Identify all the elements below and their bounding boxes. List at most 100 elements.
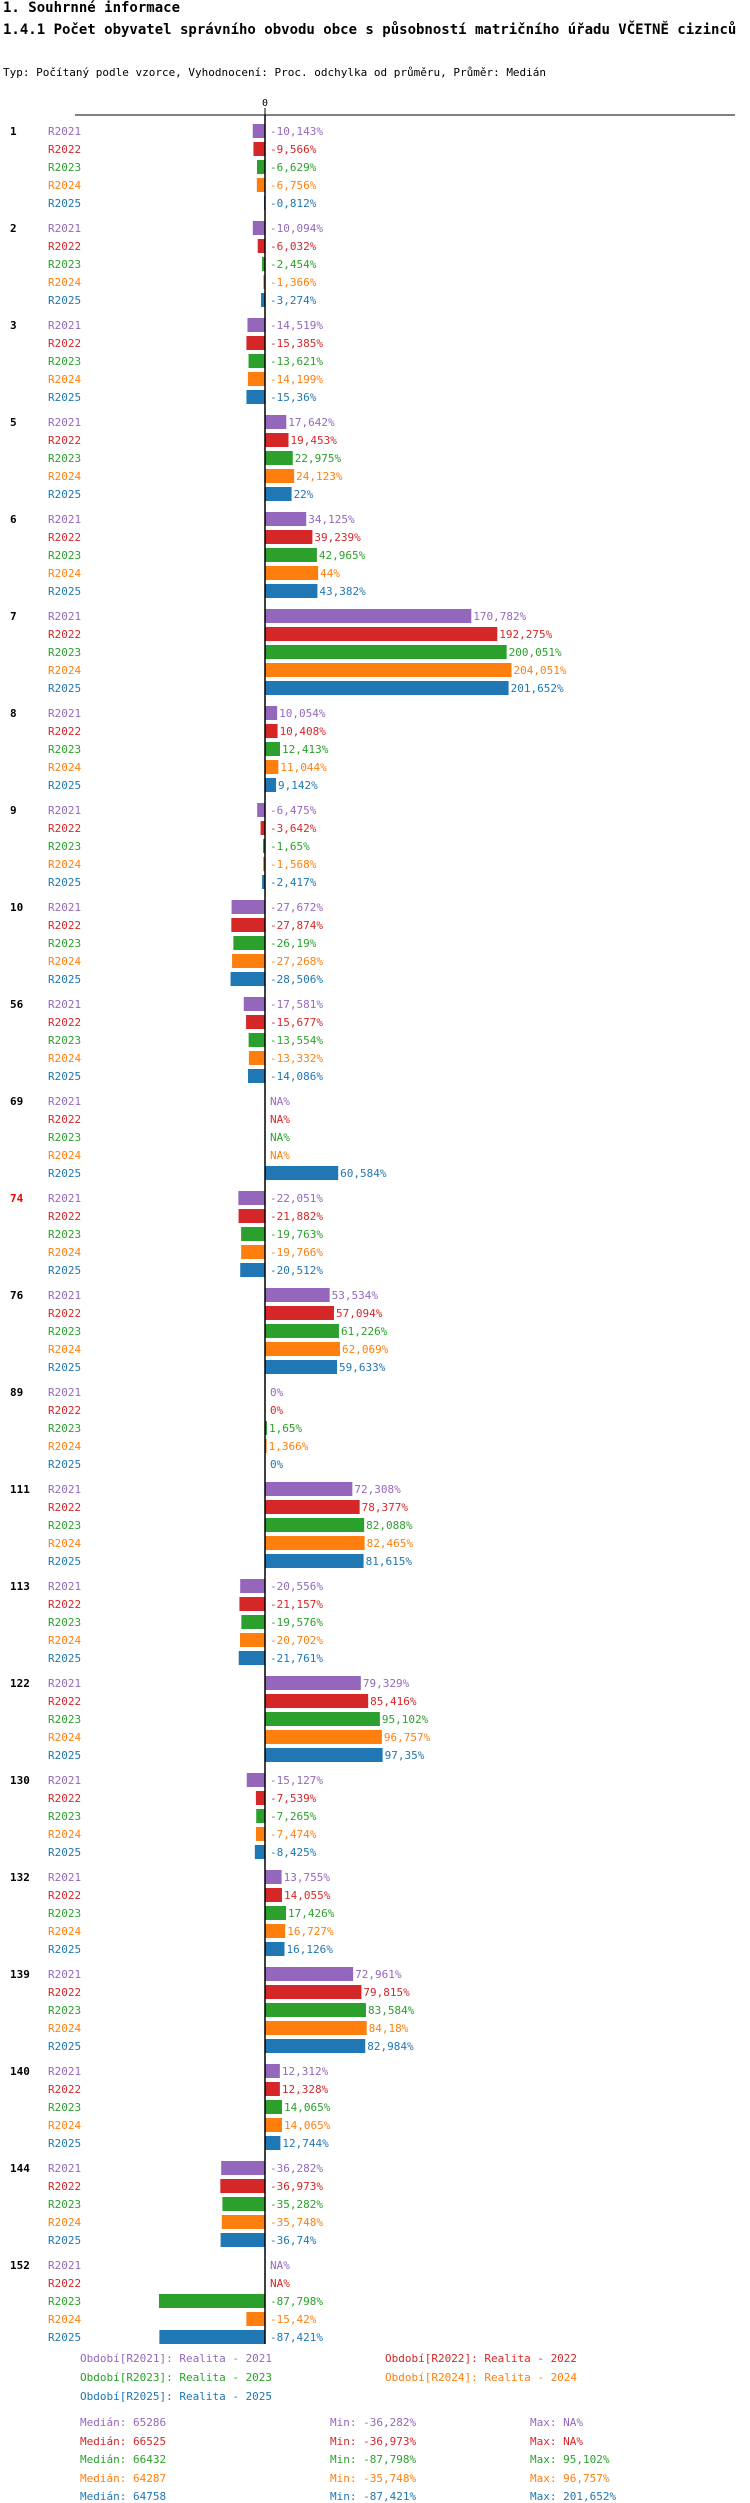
series-label: R2023 (48, 840, 81, 853)
series-label: R2023 (48, 549, 81, 562)
category-label: 1 (10, 125, 17, 138)
series-label: R2024 (48, 1537, 81, 1550)
data-label: 82,088% (366, 1519, 413, 1532)
bar (262, 257, 265, 271)
series-label: R2021 (48, 804, 81, 817)
series-label: R2022 (48, 1016, 81, 1029)
data-label: 96,757% (384, 1731, 431, 1744)
series-label: R2025 (48, 779, 81, 792)
bar (221, 2215, 265, 2229)
data-label: -27,672% (270, 901, 323, 914)
series-label: R2023 (48, 1810, 81, 1823)
series-label: R2023 (48, 452, 81, 465)
data-label: -35,282% (270, 2198, 323, 2211)
bar (248, 1051, 265, 1065)
series-label: R2025 (48, 1652, 81, 1665)
data-label: 200,051% (509, 646, 562, 659)
bar (265, 2003, 366, 2017)
bar (265, 1536, 365, 1550)
series-label: R2021 (48, 513, 81, 526)
series-label: R2024 (48, 1440, 81, 1453)
data-label: 60,584% (340, 1167, 387, 1180)
data-label: 79,329% (363, 1677, 410, 1690)
bar (265, 2064, 280, 2078)
legend-period: Období[R2024]: Realita - 2024 (385, 2371, 578, 2384)
bar (265, 778, 277, 792)
series-label: R2024 (48, 276, 81, 289)
series-label: R2023 (48, 743, 81, 756)
legend-max: Max: NA% (530, 2416, 583, 2429)
bar (248, 1033, 265, 1047)
series-label: R2022 (48, 1986, 81, 1999)
bar (246, 1773, 265, 1787)
data-label: -36,973% (270, 2180, 323, 2193)
data-label: 81,615% (366, 1555, 413, 1568)
data-label: 0% (270, 1458, 284, 1471)
bar (265, 760, 279, 774)
series-label: R2024 (48, 1343, 81, 1356)
series-label: R2022 (48, 1501, 81, 1514)
data-label: -19,766% (270, 1246, 323, 1259)
series-label: R2025 (48, 1458, 81, 1471)
data-label: -21,157% (270, 1598, 323, 1611)
category-label: 9 (10, 804, 17, 817)
series-label: R2025 (48, 391, 81, 404)
series-label: R2025 (48, 1167, 81, 1180)
bar (265, 1888, 282, 1902)
data-label: -19,763% (270, 1228, 323, 1241)
bar (265, 451, 293, 465)
data-label: -27,268% (270, 955, 323, 968)
series-label: R2023 (48, 258, 81, 271)
legend-min: Min: -87,798% (330, 2453, 417, 2466)
data-label: 9,142% (278, 779, 318, 792)
series-label: R2024 (48, 664, 81, 677)
data-label: 17,426% (288, 1907, 335, 1920)
series-label: R2021 (48, 1095, 81, 1108)
bar (239, 1633, 265, 1647)
bar (265, 2082, 280, 2096)
data-label: -87,421% (270, 2331, 323, 2344)
data-label: -15,385% (270, 337, 323, 350)
data-label: 12,312% (282, 2065, 329, 2078)
data-label: -19,576% (270, 1616, 323, 1629)
data-label: 13,755% (284, 1871, 331, 1884)
data-label: NA% (270, 2277, 290, 2290)
series-label: R2024 (48, 567, 81, 580)
bar (265, 1924, 286, 1938)
data-label: -35,748% (270, 2216, 323, 2229)
series-label: R2025 (48, 2040, 81, 2053)
bar (158, 2294, 265, 2308)
data-label: 0% (270, 1404, 284, 1417)
bar (265, 566, 319, 580)
series-label: R2025 (48, 1943, 81, 1956)
data-label: -21,761% (270, 1652, 323, 1665)
data-label: 44% (320, 567, 340, 580)
data-label: -0,812% (270, 197, 317, 210)
data-label: -14,519% (270, 319, 323, 332)
series-label: R2022 (48, 2083, 81, 2096)
series-label: R2024 (48, 2313, 81, 2326)
bar (265, 2136, 281, 2150)
bar (265, 433, 289, 447)
bar (247, 318, 265, 332)
bar (260, 821, 265, 835)
data-label: -15,677% (270, 1016, 323, 1029)
series-label: R2022 (48, 628, 81, 641)
data-label: -14,199% (270, 373, 323, 386)
data-label: -7,539% (270, 1792, 317, 1805)
bar (265, 1712, 380, 1726)
data-label: 16,126% (286, 1943, 333, 1956)
series-label: R2025 (48, 1555, 81, 1568)
bar (246, 390, 265, 404)
data-label: 43,382% (319, 585, 366, 598)
category-label: 144 (10, 2162, 30, 2175)
legend-period: Období[R2023]: Realita - 2023 (80, 2371, 273, 2384)
category-label: 130 (10, 1774, 30, 1787)
data-label: -17,581% (270, 998, 323, 1011)
section-heading: 1. Souhrnné informace (3, 0, 181, 16)
data-label: 10,408% (280, 725, 327, 738)
data-label: 1,65% (269, 1422, 302, 1435)
data-label: 57,094% (336, 1307, 383, 1320)
data-label: -1,366% (270, 276, 317, 289)
chart-title: 1.4.1 Počet obyvatel správního obvodu ob… (3, 22, 737, 38)
